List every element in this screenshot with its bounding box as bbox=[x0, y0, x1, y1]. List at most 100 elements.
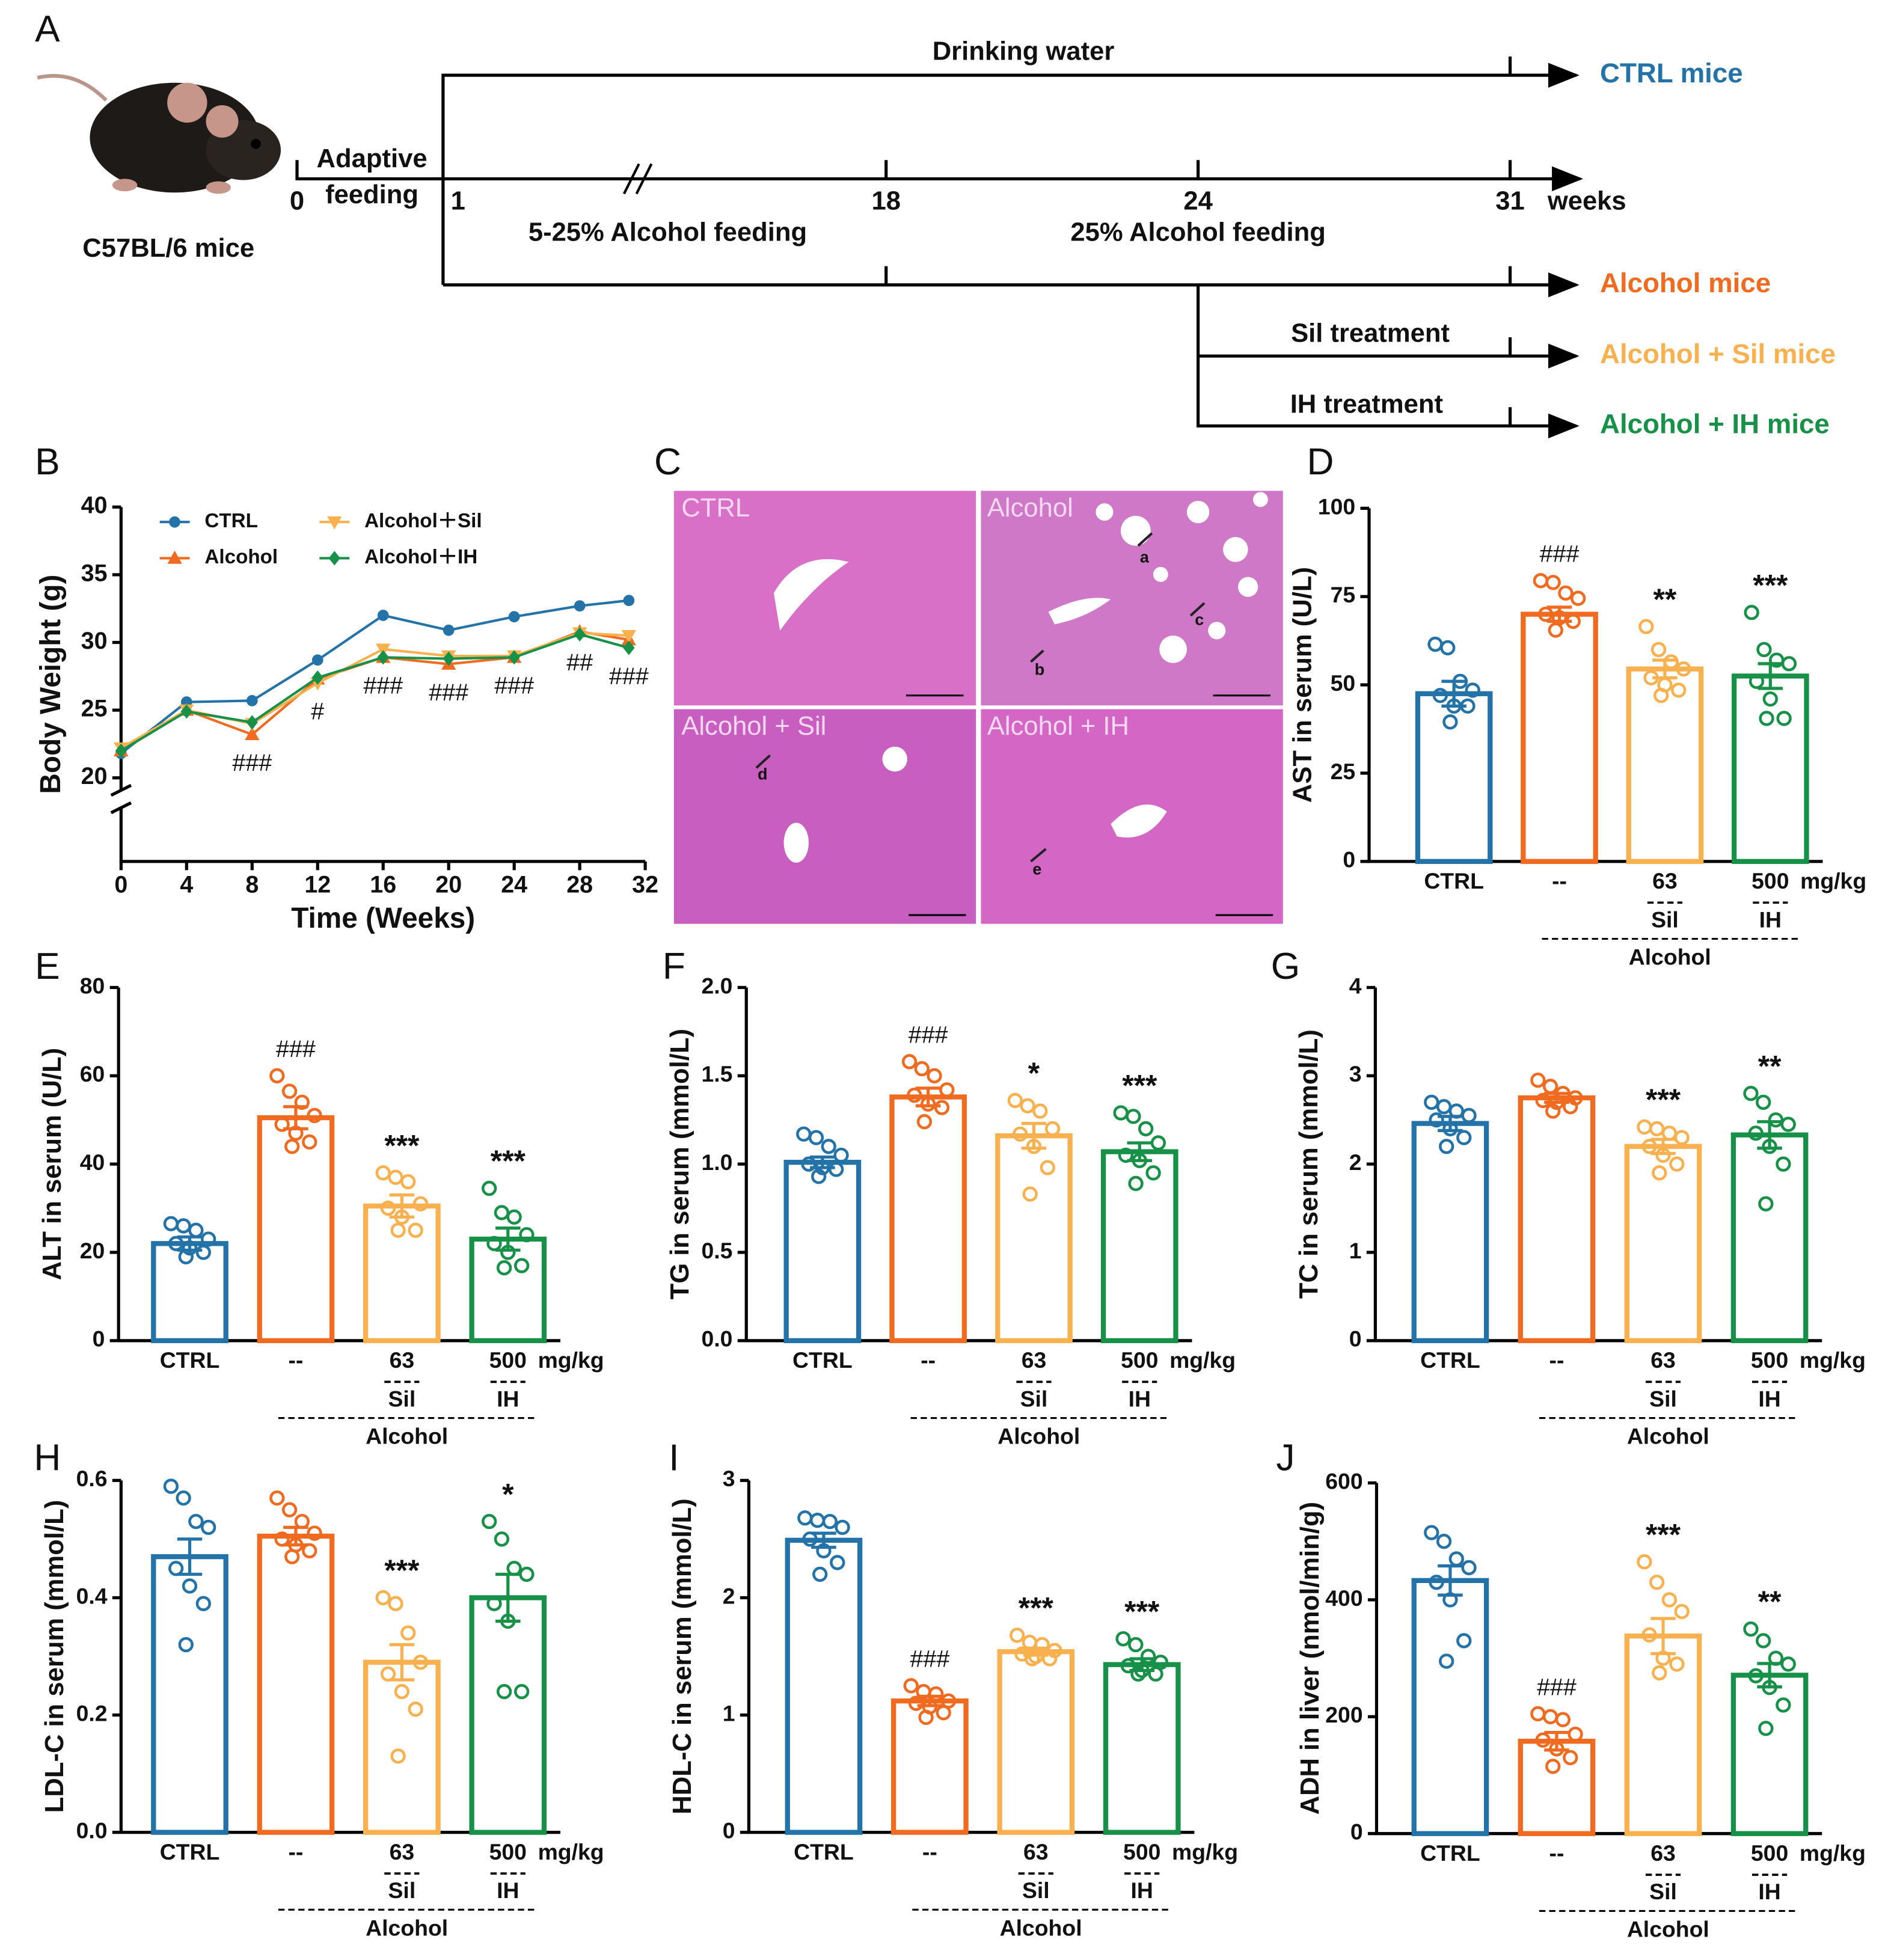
significance: *** bbox=[1646, 1083, 1681, 1116]
marker-label: d bbox=[758, 765, 767, 783]
data-point bbox=[1113, 1105, 1129, 1121]
data-point bbox=[519, 1227, 535, 1243]
group-label: Alcohol + IH mice bbox=[1600, 408, 1830, 439]
data-point bbox=[835, 1519, 850, 1536]
data-point bbox=[1535, 1732, 1551, 1748]
y-tick-label: 0 bbox=[1350, 1819, 1363, 1845]
data-point bbox=[1748, 673, 1765, 689]
bar bbox=[1624, 1144, 1702, 1344]
data-point bbox=[388, 1596, 403, 1611]
tissue-features bbox=[773, 492, 1268, 863]
data-point bbox=[1652, 1665, 1667, 1681]
group-label: IH bbox=[497, 1386, 519, 1411]
data-point bbox=[918, 1709, 934, 1726]
unit-label: mg/kg bbox=[538, 1839, 604, 1864]
x-tick-label: CTRL bbox=[792, 1347, 853, 1373]
bar bbox=[1100, 1149, 1178, 1344]
data-point bbox=[375, 1165, 391, 1181]
data-point bbox=[1781, 656, 1797, 672]
significance: ### bbox=[1537, 1674, 1577, 1700]
x-tick-label: 4 bbox=[180, 872, 193, 898]
x-tick-label: 63 bbox=[1023, 1839, 1049, 1864]
data-point bbox=[269, 1490, 285, 1506]
data-point bbox=[822, 1513, 838, 1530]
error-bar bbox=[389, 1193, 415, 1219]
data-point bbox=[1120, 1658, 1136, 1674]
line-marker bbox=[377, 610, 389, 621]
data-point bbox=[394, 1209, 410, 1225]
data-point bbox=[1148, 1666, 1163, 1682]
y-tick-label: 400 bbox=[1325, 1585, 1362, 1611]
data-point bbox=[294, 1094, 310, 1110]
group-label: IH bbox=[1131, 1878, 1153, 1903]
data-point bbox=[1649, 1575, 1665, 1590]
line-marker bbox=[311, 670, 323, 685]
panel-label: H bbox=[34, 1438, 61, 1479]
x-tick-label: 500 bbox=[1751, 1347, 1788, 1373]
data-point bbox=[1653, 688, 1669, 703]
error-bar bbox=[389, 1643, 415, 1682]
data-point bbox=[1637, 1119, 1652, 1135]
line-marker bbox=[328, 551, 340, 566]
data-point bbox=[1115, 1631, 1131, 1647]
data-point bbox=[1748, 1125, 1764, 1141]
annotation: ### bbox=[494, 673, 534, 699]
quadrant-label: CTRL bbox=[681, 494, 750, 522]
data-point bbox=[506, 1209, 522, 1225]
data-point bbox=[1442, 1592, 1458, 1608]
data-point bbox=[1034, 1637, 1050, 1653]
data-point bbox=[1538, 606, 1554, 622]
data-point bbox=[1530, 1072, 1546, 1088]
data-point bbox=[281, 1502, 298, 1517]
data-point bbox=[1568, 1726, 1583, 1742]
data-point bbox=[188, 1222, 204, 1238]
line-marker bbox=[508, 650, 520, 665]
quadrant-label: Alcohol bbox=[987, 494, 1073, 522]
x-tick-label: 63 bbox=[1652, 868, 1678, 893]
data-point bbox=[1448, 1551, 1464, 1567]
data-point bbox=[1756, 642, 1772, 658]
data-point bbox=[1126, 1109, 1141, 1124]
data-point bbox=[1669, 1656, 1685, 1672]
y-tick-label: 40 bbox=[81, 492, 108, 519]
group-label: Sil bbox=[388, 1878, 416, 1903]
phase-label: Drinking water bbox=[933, 37, 1115, 66]
data-point bbox=[486, 1596, 502, 1611]
error-bar bbox=[1650, 1617, 1676, 1655]
group-label: IH bbox=[497, 1878, 519, 1903]
significance: *** bbox=[491, 1144, 526, 1178]
data-point bbox=[1743, 1621, 1759, 1637]
data-point bbox=[281, 1083, 298, 1099]
data-point bbox=[1140, 1649, 1156, 1664]
x-tick-label: 63 bbox=[1650, 1840, 1676, 1866]
data-point bbox=[178, 1249, 194, 1265]
data-point bbox=[380, 1666, 396, 1682]
week-label: 31 bbox=[1495, 186, 1524, 215]
line-marker bbox=[311, 654, 323, 666]
y-tick-label: 0 bbox=[1343, 847, 1355, 872]
data-point bbox=[1655, 1147, 1671, 1163]
data-point bbox=[1655, 1650, 1671, 1666]
x-tick-label: CTRL bbox=[1420, 1347, 1480, 1373]
y-tick-label: 1 bbox=[1349, 1238, 1362, 1263]
data-point bbox=[1530, 1706, 1546, 1722]
group-label: Sil bbox=[1020, 1386, 1048, 1411]
data-point bbox=[1776, 1156, 1791, 1172]
data-point bbox=[1128, 1637, 1144, 1653]
group-label: Sil bbox=[388, 1386, 416, 1411]
data-point bbox=[284, 1139, 300, 1154]
data-point bbox=[1012, 1126, 1028, 1142]
treatment-label: Alcohol bbox=[366, 1424, 448, 1449]
data-point bbox=[927, 1068, 942, 1083]
data-point bbox=[1128, 1175, 1144, 1192]
data-point bbox=[1759, 711, 1774, 726]
group-label: Sil bbox=[1022, 1878, 1050, 1903]
legend-label: Alcohol＋IH bbox=[364, 546, 477, 568]
adaptive-label: feeding bbox=[325, 180, 418, 209]
y-tick-label: 0 bbox=[723, 1818, 735, 1843]
significance: *** bbox=[384, 1129, 420, 1162]
data-point bbox=[1145, 1165, 1161, 1181]
x-tick-label: 500 bbox=[1121, 1347, 1158, 1373]
marker-label: a bbox=[1140, 548, 1150, 566]
y-tick-label: 20 bbox=[81, 763, 108, 789]
